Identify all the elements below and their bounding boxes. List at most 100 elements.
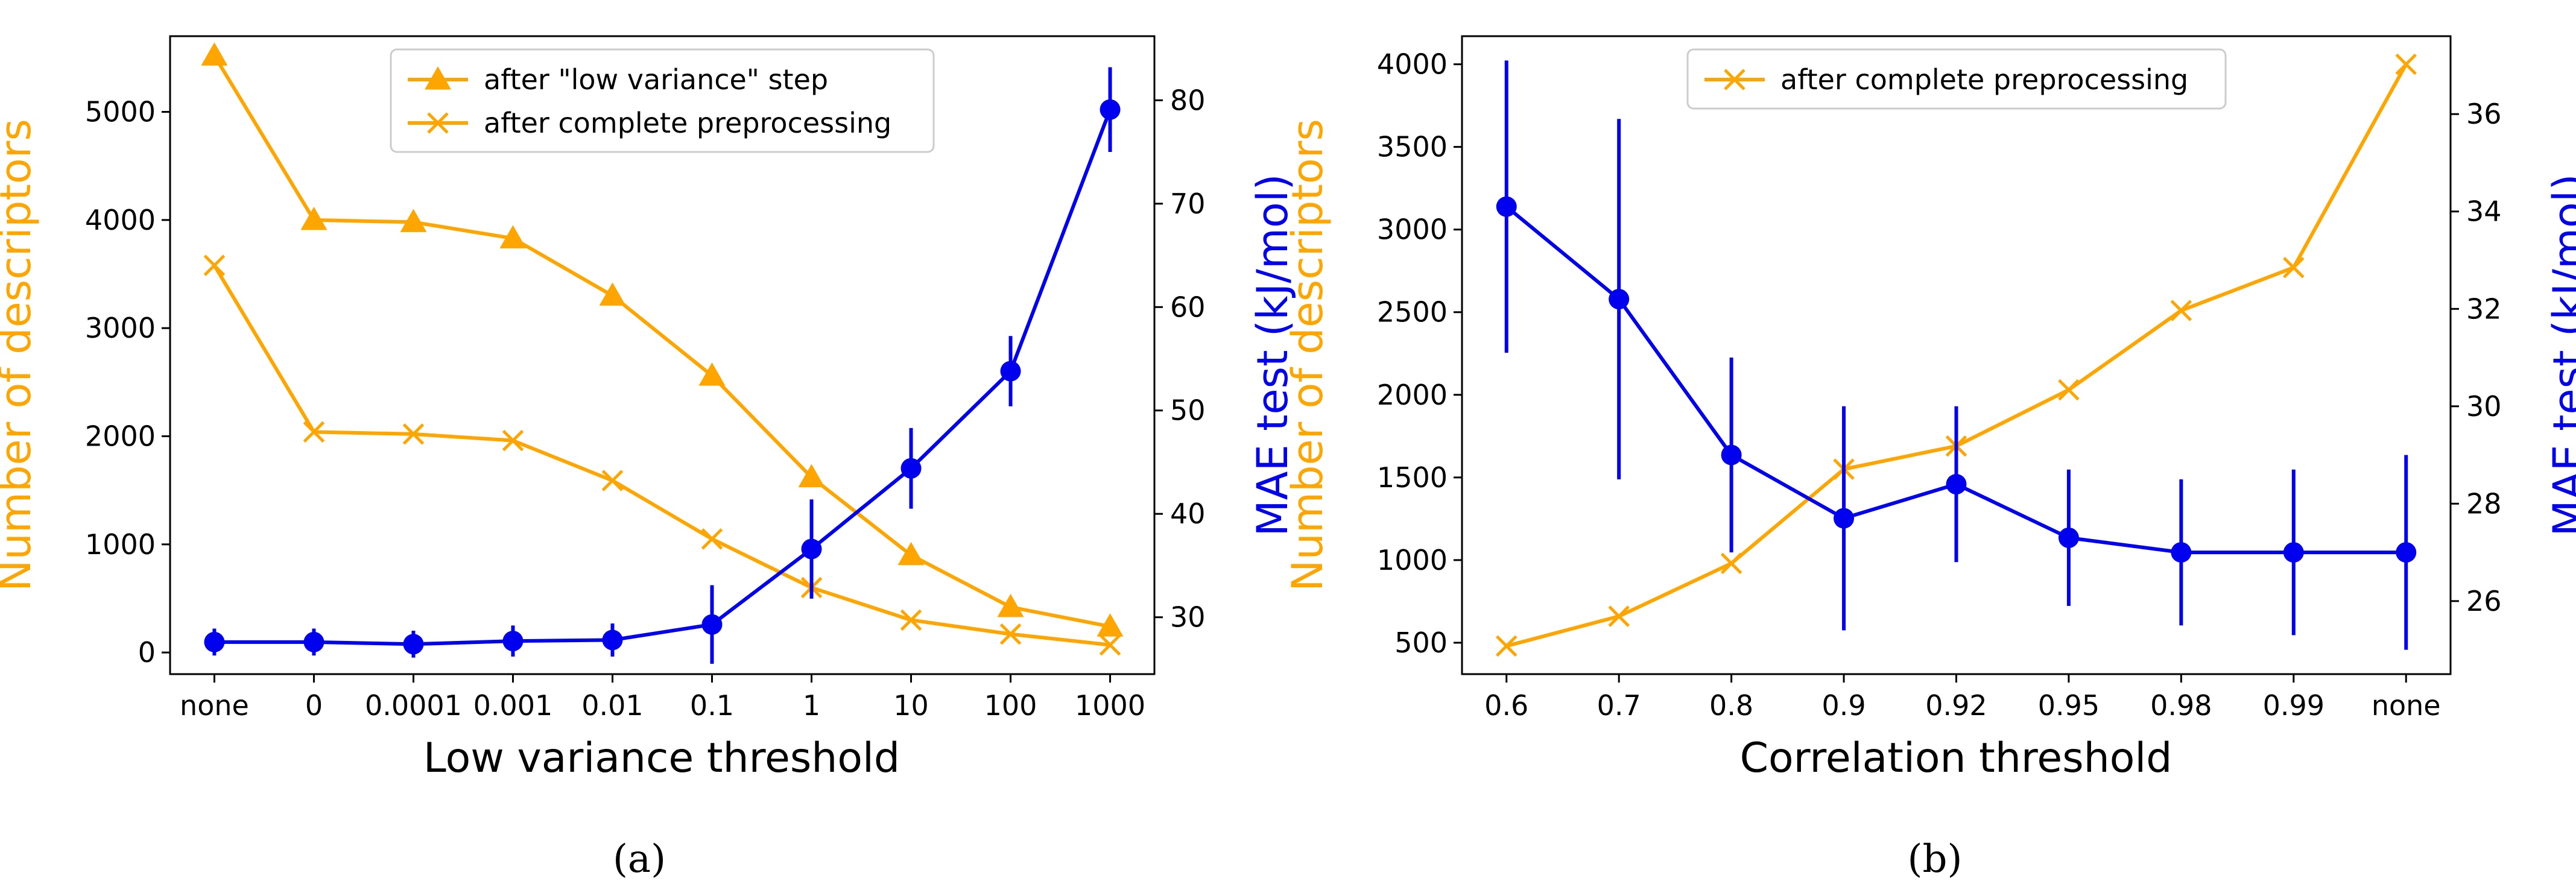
panel-a-legend-marker — [425, 66, 451, 90]
panel-b-series-0-point — [1608, 605, 1630, 627]
panel-b-legend: after complete preprocessing — [1686, 48, 2227, 110]
panel-a-xtick-label: 100 — [984, 689, 1037, 722]
panel-b-ytick-left-label: 2500 — [1377, 296, 1448, 329]
panel-a-legend-marker — [427, 112, 449, 134]
panel-b-ytick-left-label: 1500 — [1377, 461, 1448, 494]
panel-b-series-0-point — [2283, 256, 2305, 279]
panel-a-ytick-left-label: 3000 — [85, 312, 156, 344]
panel-a-legend-label: after "low variance" step — [484, 63, 828, 96]
panel-b-ylabel-right: MAE test (kJ/mol) — [2544, 174, 2576, 536]
panel-a-ytick-right-label: 30 — [1170, 601, 1206, 634]
panel-a-series-1-point — [502, 429, 524, 452]
panel-b-series-0-point — [2170, 300, 2192, 321]
panel-a-ytick-left-label: 0 — [138, 636, 156, 669]
panel-a-series-2-point — [900, 458, 922, 479]
panel-a-series-1-line — [212, 264, 1110, 647]
panel-a-ytick-left-label: 1000 — [85, 528, 156, 561]
panel-b-series-1 — [1496, 60, 2417, 650]
panel-a-series-0-point — [400, 209, 427, 232]
panel-b-series-0-point — [2058, 379, 2080, 401]
panel-a-xtick-label: 0.001 — [473, 689, 553, 722]
panel-b-xlabel: Correlation threshold — [1740, 734, 2173, 782]
panel-b-ytick-right-label: 34 — [2466, 195, 2502, 228]
panel-b-xtick-label: 0.98 — [2150, 689, 2212, 722]
panel-a-ytick-right-label: 40 — [1170, 497, 1206, 530]
panel-a-xtick-label: 0.1 — [690, 689, 734, 722]
panel-b-series-0-point — [2395, 53, 2417, 75]
panel-a-series-0-point — [201, 42, 228, 66]
panel-a-ytick-right-label: 70 — [1170, 188, 1206, 220]
panel-b-series-1-point — [1946, 474, 1967, 495]
panel-b-ytick-right-label: 28 — [2466, 487, 2502, 520]
panel-a-plot-frame — [169, 35, 1156, 675]
panel-a-series-1-point — [402, 423, 425, 445]
panel-b-xtick-label: 0.92 — [1925, 689, 1987, 722]
panel-b-series-0 — [1495, 53, 2417, 657]
panel-a-xtick-label: none — [180, 689, 249, 722]
panel-b-ytick-left-label: 1000 — [1377, 544, 1448, 576]
panel-b-ylabel-left: Number of descriptors — [1283, 119, 1332, 592]
panel-a-series-1 — [203, 254, 1121, 656]
panel-b-legend-marker — [1724, 69, 1745, 90]
panel-a-series-0-point — [300, 206, 328, 230]
panel-a-ylabel-left: Number of descriptors — [0, 119, 40, 592]
panel-a-series-1-point — [1099, 634, 1121, 656]
panel-b-xtick-label: 0.7 — [1597, 689, 1641, 722]
panel-b-series-1-point — [2396, 542, 2417, 563]
panel-b-series-1-point — [1496, 196, 1517, 217]
panel-b-legend-label: after complete preprocessing — [1780, 63, 2188, 96]
panel-a-series-2-point — [303, 631, 324, 652]
panel-a-xtick-label: 0.01 — [581, 689, 643, 722]
panel-b-chart: 500 1000 1500 2000 2500 3000 3500 4000 26 28 30 32 3… — [1283, 35, 2576, 882]
panel-b-series-1-point — [1721, 444, 1742, 465]
panel-a-series-1-point — [999, 623, 1022, 645]
panel-a-xtick-label: 0 — [305, 689, 323, 722]
panel-b-xtick-label: 0.6 — [1484, 689, 1528, 722]
panel-b-xtick-label: 0.95 — [2038, 689, 2100, 722]
panel-b-ytick-left-label: 2000 — [1377, 379, 1448, 411]
panel-a-ytick-right-label: 80 — [1170, 84, 1206, 116]
panel-b-ytick-right-label: 36 — [2466, 98, 2502, 130]
panel-a-series-0-point — [599, 282, 626, 306]
panel-a-series-1-point — [701, 528, 723, 550]
panel-a-series-1-point — [303, 421, 325, 443]
panel-a-series-2-point — [502, 631, 524, 652]
panel-a-series-2-point — [403, 634, 424, 655]
panel-a-chart: 0 1000 2000 3000 4000 5000 30 40 50 60 70 80 none 0 0.… — [0, 35, 1297, 882]
panel-a-xtick-label: 0.0001 — [365, 689, 462, 722]
panel-a-ytick-right-label: 50 — [1170, 394, 1206, 427]
panel-a-legend: after "low variance" step after complete … — [390, 48, 935, 153]
panel-b-xtick-label: 0.9 — [1821, 689, 1866, 722]
panel-b-xtick-label: none — [2372, 689, 2441, 722]
panel-b-legend-box — [1686, 48, 2227, 110]
panel-a-ytick-left-label: 5000 — [85, 96, 156, 128]
panel-a-series-2-point — [1000, 361, 1021, 382]
panel-b-series-0-point — [1495, 635, 1517, 657]
panel-b-ytick-left-label: 4000 — [1377, 48, 1448, 81]
panel-b-xtick-label: 0.8 — [1709, 689, 1753, 722]
panel-a-series-2-point — [602, 630, 623, 651]
panel-b-series-1-point — [2171, 542, 2192, 563]
panel-a-ytick-left-label: 4000 — [85, 204, 156, 236]
panel-a-series-2-point — [801, 538, 822, 560]
panel-a-legend-label: after complete preprocessing — [484, 107, 891, 139]
panel-b-ytick-right-label: 26 — [2466, 585, 2502, 617]
panel-b-ytick-left-label: 3000 — [1377, 213, 1448, 246]
panel-a-series-1-point — [601, 470, 624, 491]
panel-b-ytick-left-label: 3500 — [1377, 131, 1448, 163]
panel-a-ylabel-right: MAE test (kJ/mol) — [1248, 174, 1297, 536]
panel-a-series-0-point — [798, 464, 825, 488]
panel-a-series-2-point — [1100, 99, 1121, 120]
panel-a-series-1-point — [203, 254, 226, 276]
panel-b-series-1-point — [2058, 527, 2079, 548]
panel-a-series-0-point — [897, 541, 925, 566]
panel-b-ytick-right-label: 30 — [2466, 390, 2502, 423]
panel-b-series-1-point — [2283, 542, 2304, 563]
panel-b-series-0-point — [1720, 552, 1742, 575]
panel-b-caption: (b) — [1908, 837, 1963, 882]
panel-a-series-0-line — [212, 54, 1111, 629]
panel-a-series-2-point — [204, 631, 225, 652]
panel-b-plot-frame — [1461, 35, 2452, 675]
panel-a-xtick-label: 1000 — [1075, 689, 1145, 722]
